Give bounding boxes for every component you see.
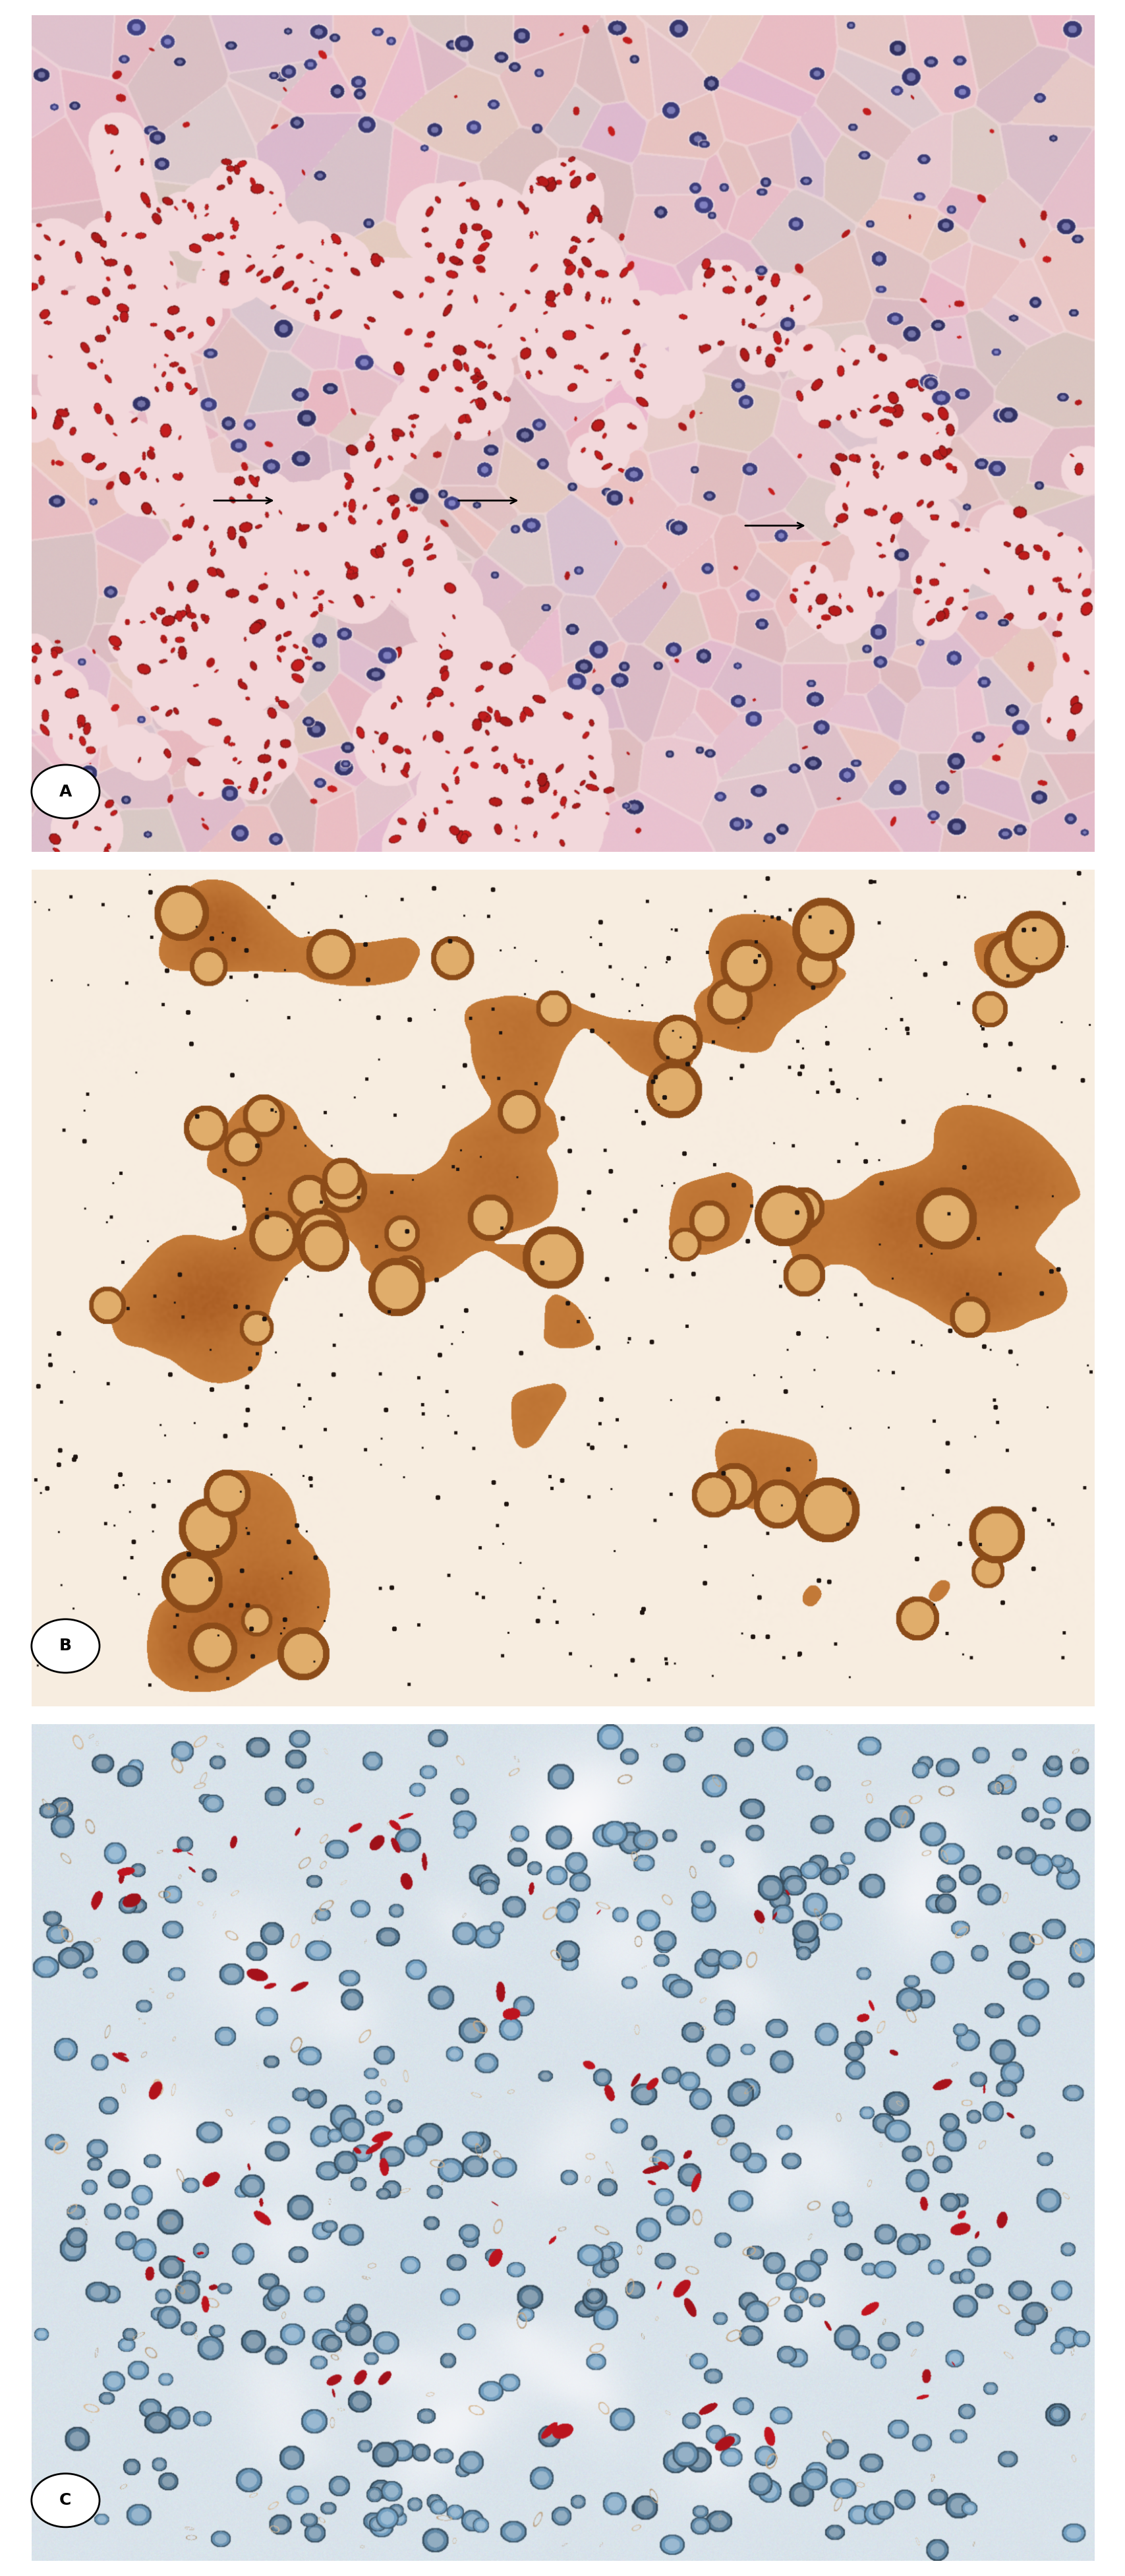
Circle shape <box>32 2473 99 2527</box>
Text: C: C <box>60 2494 72 2509</box>
Circle shape <box>32 1620 99 1672</box>
Text: A: A <box>60 783 72 799</box>
Circle shape <box>32 765 99 819</box>
Text: B: B <box>60 1638 72 1654</box>
